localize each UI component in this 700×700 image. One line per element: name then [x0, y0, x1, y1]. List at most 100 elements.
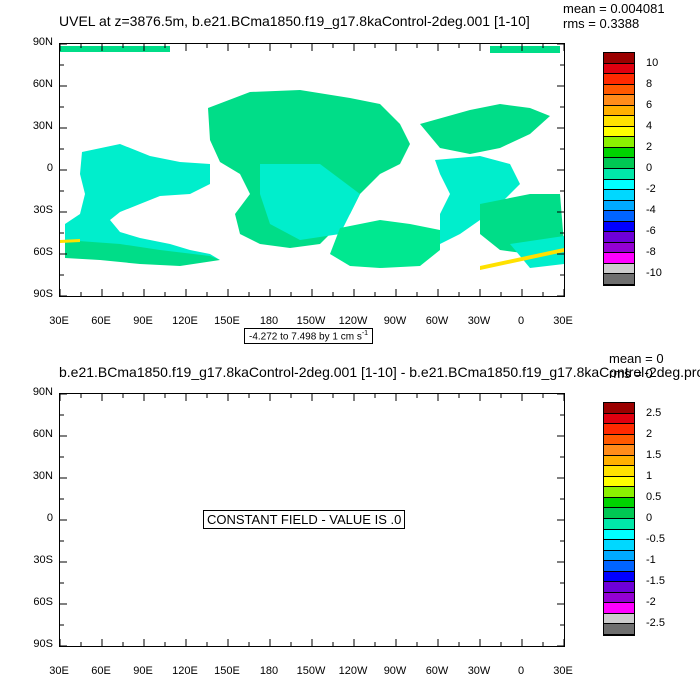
latitude-tick-label: 90S — [33, 638, 53, 650]
colorbar-label: -2 — [646, 183, 656, 196]
colorbar-swatch — [604, 147, 634, 159]
panel-title: UVEL at z=3876.5m, b.e21.BCma1850.f19_g1… — [59, 13, 530, 29]
mean-value: mean = 0 — [609, 351, 664, 366]
longitude-tick-label: 60E — [91, 315, 111, 327]
longitude-tick-label: 150E — [214, 665, 240, 677]
colorbar-swatch — [604, 413, 634, 425]
velocity-contour-region — [65, 240, 220, 266]
latitude-tick-label: 60N — [32, 78, 53, 90]
colorbar-swatch — [604, 424, 634, 435]
longitude-tick-label: 90E — [133, 665, 153, 677]
longitude-tick-label: 120E — [172, 315, 198, 327]
longitude-tick-label: 150W — [296, 665, 326, 677]
latitude-tick-label: 60N — [32, 428, 53, 440]
contour-range-note: -4.272 to 7.498 by 1 cm s-1 — [244, 328, 374, 345]
top-map-panel: UVEL at z=3876.5m, b.e21.BCma1850.f19_g1… — [32, 1, 665, 345]
colorbar-swatch — [604, 137, 634, 148]
colorbar-label: 2.5 — [646, 406, 662, 419]
longitude-tick-label: 30E — [553, 315, 573, 327]
colorbar-swatch — [604, 253, 634, 264]
colorbar-label: -10 — [646, 267, 662, 280]
latitude-tick-label: 30N — [32, 120, 53, 132]
velocity-contour-region — [480, 248, 564, 270]
longitude-tick-label: 90W — [383, 665, 407, 677]
colorbar-swatch — [604, 232, 634, 243]
colorbar-swatch — [604, 158, 634, 169]
colorbar-label: -4 — [646, 204, 656, 217]
map-plot-area — [59, 43, 565, 297]
velocity-contour-region — [260, 164, 360, 240]
colorbar-swatch — [604, 403, 634, 414]
colorbar-label: 8 — [646, 77, 653, 90]
colorbar-swatch — [604, 592, 634, 604]
longitude-tick-label: 30E — [49, 665, 69, 677]
longitude-tick-label: 180 — [259, 315, 279, 327]
colorbar-swatch — [604, 487, 634, 498]
colorbar-swatch — [604, 74, 634, 85]
longitude-tick-label: 150E — [214, 315, 240, 327]
latitude-tick-label: 90N — [32, 386, 53, 398]
longitude-tick-label: 60W — [425, 665, 449, 677]
colorbar-label: 0.5 — [646, 490, 662, 503]
colorbar-swatch — [604, 190, 634, 201]
colorbar-swatch — [604, 624, 634, 635]
colorbar-swatch — [604, 53, 634, 64]
latitude-tick-label: 0 — [46, 512, 53, 524]
colorbar-swatch — [604, 582, 634, 593]
colorbar-swatch — [604, 200, 634, 212]
colorbar-swatch — [604, 571, 634, 583]
longitude-tick-label: 120W — [338, 665, 368, 677]
colorbar-label: -1 — [646, 554, 656, 567]
colorbar-swatch — [604, 126, 634, 138]
longitude-tick-label: 30W — [467, 665, 491, 677]
colorbar-swatch — [604, 95, 634, 106]
colorbar-label: -8 — [646, 246, 656, 259]
colorbar-label: -1.5 — [646, 575, 665, 588]
velocity-contour-region — [330, 220, 440, 268]
colorbar-swatch — [604, 466, 634, 477]
colorbar-label: 2 — [646, 140, 653, 153]
latitude-tick-label: 0 — [46, 162, 53, 174]
colorbar-swatch — [604, 497, 634, 509]
latitude-tick-label: 30S — [33, 204, 53, 216]
colorbar-swatch — [604, 445, 634, 456]
colorbar-label: -0.5 — [646, 533, 665, 546]
longitude-tick-label: 30W — [467, 315, 491, 327]
velocity-contour-region — [65, 144, 220, 260]
colorbar-swatch — [604, 116, 634, 127]
longitude-tick-label: 150W — [296, 315, 326, 327]
longitude-tick-label: 60W — [425, 315, 449, 327]
colorbar-swatch — [604, 242, 634, 254]
colorbar-swatch — [604, 63, 634, 75]
longitude-tick-label: 0 — [517, 665, 525, 677]
colorbar-label: 10 — [646, 56, 659, 69]
colorbar-label: 1.5 — [646, 448, 662, 461]
longitude-tick-label: 90E — [133, 315, 153, 327]
longitude-tick-label: 120E — [172, 665, 198, 677]
colorbar-swatch — [604, 179, 634, 191]
colorbar-swatch — [604, 476, 634, 488]
colorbar-label: 1 — [646, 469, 653, 482]
latitude-tick-label: 90N — [32, 36, 53, 48]
bottom-difference-panel: b.e21.BCma1850.f19_g17.8kaControl-2deg.0… — [0, 350, 700, 700]
colorbar-label: 0 — [646, 162, 653, 174]
velocity-contour-region — [60, 46, 170, 52]
colorbar-swatch — [604, 211, 634, 222]
colorbar-label: -6 — [646, 225, 656, 238]
colorbar-swatch — [604, 508, 634, 519]
rms-value: rms = 0 — [609, 366, 653, 381]
colorbar-swatch — [604, 84, 634, 96]
ocean-velocity-field — [59, 43, 565, 297]
colorbar-swatch — [604, 263, 634, 275]
longitude-tick-label: 90W — [383, 315, 407, 327]
colorbar-swatch — [604, 561, 634, 572]
colorbar — [603, 402, 635, 636]
constant-field-message: CONSTANT FIELD - VALUE IS .0 — [203, 510, 406, 529]
colorbar-label: 4 — [646, 119, 653, 132]
velocity-contour-region — [420, 104, 550, 154]
latitude-tick-label: 60S — [33, 596, 53, 608]
panel-title: b.e21.BCma1850.f19_g17.8kaControl-2deg.0… — [59, 364, 700, 380]
colorbar-swatch — [604, 455, 634, 467]
colorbar-label: 0 — [646, 512, 653, 524]
velocity-contour-region — [480, 194, 564, 254]
